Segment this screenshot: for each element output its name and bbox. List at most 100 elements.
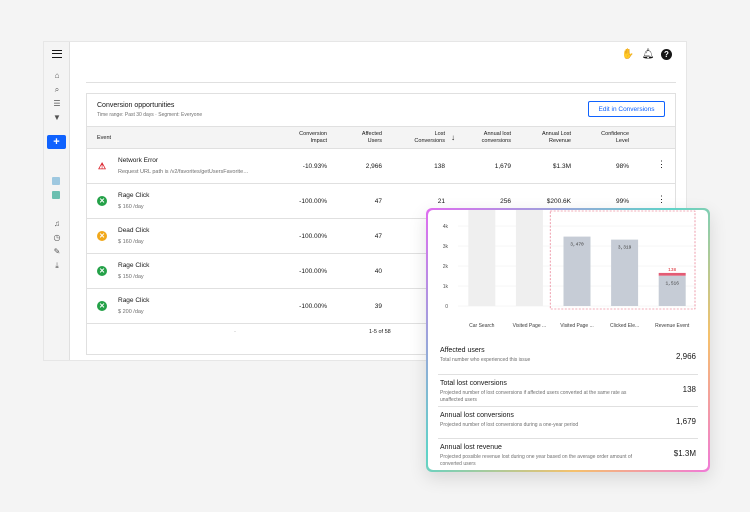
add-button[interactable]: + [47, 135, 66, 149]
pagination: · 1-5 of 58 [87, 324, 675, 346]
stat-description: Projected number of lost conversions dur… [440, 422, 579, 428]
history-icon[interactable]: ◷ [53, 233, 61, 242]
conversion-impact: -100.00% [299, 233, 327, 240]
app-window: ⌂ ⌕ ☰ ▼ + ♫ ◷ ✎ ⤓ ✋ 🔔︎ ? Conversion oppo… [44, 42, 686, 360]
notification-icon[interactable]: ♫ [54, 219, 60, 228]
lost-conversions: 138 [434, 163, 445, 170]
event-detail: $ 150 /day [118, 274, 144, 280]
side-rail: ⌂ ⌕ ☰ ▼ + ♫ ◷ ✎ ⤓ [44, 42, 70, 360]
panel-subtitle: Time range: Past 30 days · Segment: Ever… [97, 112, 203, 118]
category-label: Car Search [469, 323, 495, 329]
event-detail: $ 160 /day [118, 204, 144, 210]
category-label: Clicked Ele... [610, 323, 639, 329]
rage-face-icon: ✕ [97, 266, 107, 276]
event-name: Rage Click [118, 192, 150, 199]
edit-in-conversions-button[interactable]: Edit in Conversions [588, 101, 665, 117]
list-icon[interactable]: ☰ [53, 99, 61, 108]
download-icon[interactable]: ⤓ [55, 261, 59, 270]
annual-lost-revenue: $1.3M [552, 163, 571, 170]
stat-title: Annual lost conversions [440, 412, 514, 419]
affected-users: 47 [374, 233, 382, 240]
category-label: Visited Page ... [513, 323, 547, 329]
conversion-impact: -10.93% [302, 163, 327, 170]
filter-icon[interactable]: ▼ [53, 113, 61, 122]
placeholder-bar [515, 210, 543, 306]
stat-value: 1,679 [675, 417, 696, 426]
funnel-chart: 4k 3k 2k 1k 0 Car Search Visited Page ... 3,470… [443, 210, 696, 329]
stat-annual-lost-revenue: Annual lost revenue Projected possible r… [438, 438, 698, 470]
col-annual-lost-conversions[interactable]: Annual lost conversions [481, 131, 511, 144]
stat-value: 138 [682, 385, 696, 394]
notes-icon[interactable]: ✎ [53, 247, 61, 256]
stat-value: $1.3M [673, 449, 696, 458]
event-name: Rage Click [118, 262, 150, 269]
workspace-icon[interactable] [52, 177, 60, 185]
confidence-level: 99% [615, 198, 629, 205]
affected-users: 40 [374, 268, 382, 275]
stat-affected-users: Affected users Total number who experien… [438, 342, 698, 374]
app-icon[interactable] [52, 191, 60, 199]
event-detail: $ 160 /day [118, 239, 144, 245]
table-row[interactable]: ✕ Rage Click $ 150 /day -100.00% 40 [87, 254, 675, 289]
bar-value-label: 3,470 [570, 242, 584, 248]
col-annual-lost-revenue[interactable]: Annual Lost Revenue [541, 131, 571, 144]
stats-list: Affected users Total number who experien… [438, 342, 698, 470]
pagination-dot: · [234, 329, 236, 335]
table-row[interactable]: ✕ Dead Click $ 160 /day -100.00% 47 [87, 219, 675, 254]
event-detail: Request URL path is /v2/favorites/getUse… [118, 169, 249, 175]
stat-annual-lost-conversions: Annual lost conversions Projected number… [438, 406, 698, 438]
stat-description: Projected possible revenue lost during o… [440, 454, 633, 467]
rage-face-icon: ✕ [97, 301, 107, 311]
placeholder-bar [468, 210, 496, 306]
annual-lost-conversions: 1,679 [494, 163, 511, 170]
bar-value-label: 1,516 [665, 281, 679, 287]
col-event[interactable]: Event [97, 135, 112, 141]
funnel-bar [611, 239, 639, 306]
event-name: Dead Click [118, 227, 150, 234]
affected-users: 2,966 [365, 163, 382, 170]
overflow-menu-icon[interactable]: ⋮ [657, 159, 666, 169]
col-affected-users[interactable]: Affected Users [361, 131, 382, 144]
annual-lost-conversions: 256 [500, 198, 511, 205]
header-actions: ✋ 🔔︎ ? [621, 48, 672, 62]
error-icon: ⚠ [97, 160, 107, 171]
stat-description: Total number who experienced this issue [440, 357, 531, 363]
col-confidence-level[interactable]: Confidence Level [601, 131, 629, 144]
menu-icon[interactable] [52, 50, 62, 58]
y-tick-label: 2k [443, 264, 449, 270]
stat-description: Projected number of lost conversions if … [440, 390, 627, 403]
bell-icon[interactable]: 🔔︎ [641, 49, 655, 60]
y-tick-label: 0 [445, 304, 448, 310]
overflow-menu-icon[interactable]: ⋮ [657, 194, 666, 204]
lost-conversions: 21 [437, 198, 445, 205]
col-conversion-impact[interactable]: Conversion Impact [299, 131, 327, 144]
panel-title: Conversion opportunities [97, 102, 175, 109]
divider [86, 82, 676, 83]
funnel-bar [563, 236, 591, 306]
conversion-impact: -100.00% [299, 303, 327, 310]
table-row[interactable]: ✕ Rage Click $ 200 /day -100.00% 39 [87, 289, 675, 324]
col-lost-conversions[interactable]: Lost Conversions [414, 131, 445, 144]
dead-face-icon: ✕ [97, 231, 107, 241]
table-header: Event Conversion Impact Affected Users Los… [87, 126, 675, 149]
lost-label: 138 [668, 267, 676, 273]
home-icon[interactable]: ⌂ [54, 71, 60, 80]
event-name: Rage Click [118, 297, 150, 304]
search-icon[interactable]: ⌕ [54, 85, 60, 94]
issue-detail-card-body: 4k 3k 2k 1k 0 Car Search Visited Page ... 3,470… [428, 210, 708, 470]
y-tick-label: 4k [443, 224, 449, 230]
selection-outline [549, 210, 696, 310]
y-tick-label: 1k [443, 284, 449, 290]
rage-face-icon: ✕ [97, 196, 107, 206]
stat-total-lost-conversions: Total lost conversions Projected number … [438, 374, 698, 406]
help-icon[interactable]: ? [661, 49, 672, 60]
event-name: Network Error [118, 157, 159, 164]
affected-users: 47 [374, 198, 382, 205]
table-row[interactable]: ✕ Rage Click $ 160 /day -100.00% 47 21 2… [87, 184, 675, 219]
stat-title: Affected users [440, 347, 485, 354]
sort-down-icon[interactable]: ↓ [451, 133, 455, 142]
table-row[interactable]: ⚠ Network Error Request URL path is /v2/… [87, 149, 675, 184]
hand-icon[interactable]: ✋ [621, 49, 635, 60]
annual-lost-revenue: $200.6K [546, 198, 571, 205]
funnel-bar [658, 275, 686, 306]
